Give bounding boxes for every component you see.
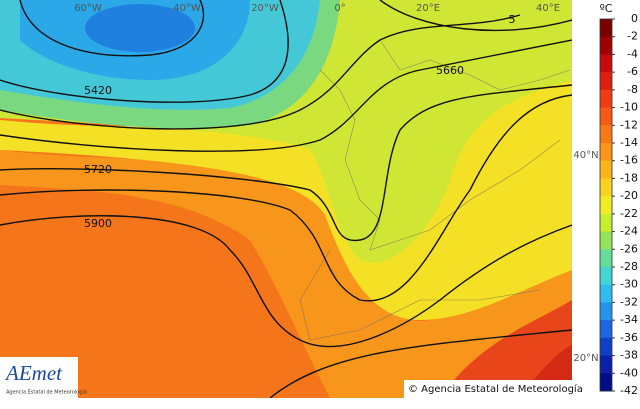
colorbar-swatch (600, 213, 612, 233)
colorbar-swatch (600, 267, 612, 286)
longitude-label: 0° (334, 3, 345, 14)
longitude-label: 20°W (251, 3, 279, 14)
colorbar-tick-label: -28 (620, 260, 638, 273)
colorbar-swatch (600, 160, 612, 179)
colorbar-tick-label: -10 (620, 101, 638, 114)
colorbar-tick-label: -34 (620, 313, 638, 326)
colorbar-unit: ºC (600, 2, 613, 15)
copyright: © Agencia Estatal de Meteorología (408, 383, 583, 395)
contour-label: 5660 (436, 64, 464, 77)
colorbar-tick-label: -8 (627, 83, 638, 96)
colorbar-tick-label: -38 (620, 349, 638, 362)
colorbar-swatch (600, 320, 612, 339)
colorbar-swatch (600, 143, 612, 162)
colorbar-swatch (600, 125, 612, 144)
colorbar-tick-label: -12 (620, 118, 638, 131)
colorbar-swatch (600, 284, 612, 303)
latitude-label: 20°N (573, 353, 598, 364)
colorbar-swatch (600, 249, 612, 268)
colorbar-swatch (600, 36, 612, 55)
colorbar-tick-label: -20 (620, 189, 638, 202)
colorbar-swatch (600, 302, 612, 321)
colorbar-tick-label: -32 (620, 295, 638, 308)
colorbar: 0 -2 -4 -6 -8 -10 -12 -14 -16 -18 -20 -22 -24 -26 -28 -… (599, 12, 638, 397)
colorbar-frame (599, 18, 613, 392)
colorbar-swatch (600, 54, 612, 73)
colorbar-tick-label: -18 (620, 171, 638, 184)
map-area: 5420 5720 5900 5660 5 (0, 0, 572, 398)
colorbar-tick-label: -22 (620, 207, 638, 220)
colorbar-tick-label: -6 (627, 65, 638, 78)
colorbar-tick-label: -26 (620, 242, 638, 255)
colorbar-swatch (600, 19, 612, 38)
contour-label: 5 (509, 13, 516, 26)
contour-label: 5720 (84, 163, 112, 176)
colorbar-tick-label: -14 (620, 136, 638, 149)
contour-label: 5420 (84, 84, 112, 97)
colorbar-tick-label: -24 (620, 225, 638, 238)
longitude-label: 20°E (416, 3, 440, 14)
latitude-label: 40°N (573, 150, 598, 161)
colorbar-tick-label: -40 (620, 366, 638, 379)
colorbar-tick-label: -2 (627, 30, 638, 43)
colorbar-swatch (600, 196, 612, 215)
colorbar-tick-label: -30 (620, 278, 638, 291)
colorbar-swatch (600, 178, 612, 197)
longitude-label: 40°W (173, 3, 201, 14)
colorbar-tick-label: -42 (620, 384, 638, 397)
colorbar-tick-label: 0 (631, 12, 638, 25)
logo-box (0, 357, 78, 398)
colorbar-tick-label: -36 (620, 331, 638, 344)
logo: AEmet (4, 361, 63, 385)
colorbar-tick-label: -16 (620, 154, 638, 167)
logo-subtitle: Agencia Estatal de Meteorología (6, 389, 87, 396)
colorbar-swatch (600, 231, 612, 250)
colorbar-swatch (600, 355, 612, 374)
copyright-box (404, 380, 572, 398)
colorbar-swatch (600, 72, 612, 91)
contour-label: 5900 (84, 217, 112, 230)
colorbar-swatch (600, 89, 612, 109)
colorbar-swatch (600, 107, 612, 126)
colorbar-swatch (600, 337, 612, 357)
colorbar-tick-label: -4 (627, 47, 638, 60)
colorbar-swatch (600, 373, 612, 392)
longitude-label: 60°W (74, 3, 102, 14)
longitude-label: 40°E (536, 3, 560, 14)
